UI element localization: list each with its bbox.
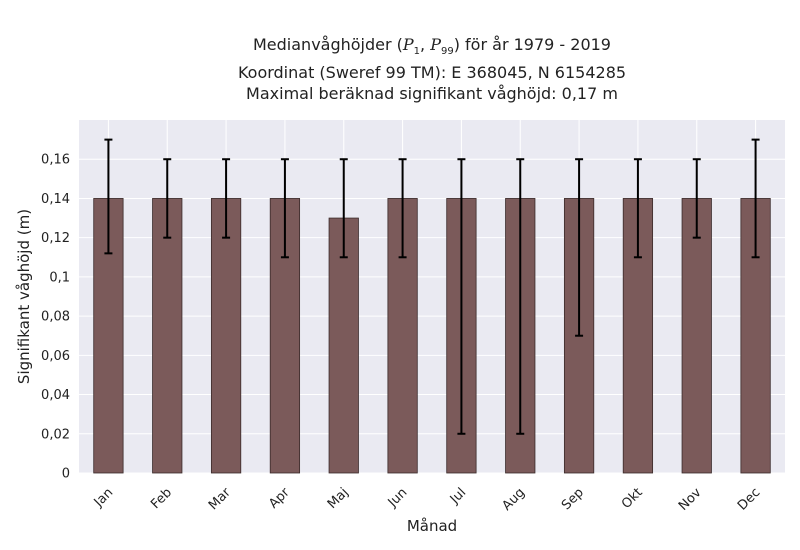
x-tick-label: Okt [619, 485, 646, 512]
x-tick-label: Jun [385, 485, 411, 511]
y-tick-label: 0,04 [41, 388, 70, 403]
x-axis-ticks: Jan Feb Mar Apr Maj Jun Jul Aug Sep Okt Nov Dec [91, 485, 764, 514]
y-axis-title: Signifikant våghöjd (m) [15, 209, 33, 384]
x-axis-title: Månad [407, 517, 457, 535]
plot-area [79, 120, 785, 473]
y-axis-ticks: 0 0,02 0,04 0,06 0,08 0,1 0,12 0,14 0,16 [41, 153, 70, 482]
y-tick-label: 0,14 [41, 192, 70, 207]
chart-subtitle-coordinates: Koordinat (Sweref 99 TM): E 368045, N 61… [237, 63, 627, 83]
y-tick-label: 0 [62, 467, 70, 482]
x-tick-label: Nov [676, 485, 705, 514]
x-tick-label: Jan [91, 485, 116, 510]
y-tick-label: 0,16 [41, 153, 70, 168]
x-tick-label: Maj [325, 485, 352, 512]
x-tick-label: Apr [266, 485, 293, 512]
x-tick-label: Dec [735, 485, 763, 513]
bar-nov [681, 198, 712, 474]
x-tick-label: Aug [500, 485, 529, 514]
y-tick-label: 0,1 [49, 270, 70, 285]
x-tick-label: Mar [206, 485, 234, 513]
y-tick-label: 0,02 [41, 427, 70, 442]
chart-title-block: Medianvåghöjder (P1, P99) för år 1979 - … [0, 34, 800, 104]
chart-subtitle-max-height: Maximal beräknad signifikant våghöjd: 0,… [246, 84, 618, 104]
bar-feb [152, 198, 183, 474]
y-tick-label: 0,12 [41, 231, 70, 246]
x-tick-label: Sep [559, 485, 587, 513]
x-tick-label: Feb [148, 485, 175, 512]
y-tick-label: 0,08 [41, 310, 70, 325]
error-bars [104, 138, 760, 435]
y-tick-label: 0,06 [41, 349, 70, 364]
chart-title: Medianvåghöjder (P1, P99) för år 1979 - … [253, 35, 611, 58]
x-tick-label: Jul [447, 485, 469, 507]
bar-mar [210, 198, 242, 474]
